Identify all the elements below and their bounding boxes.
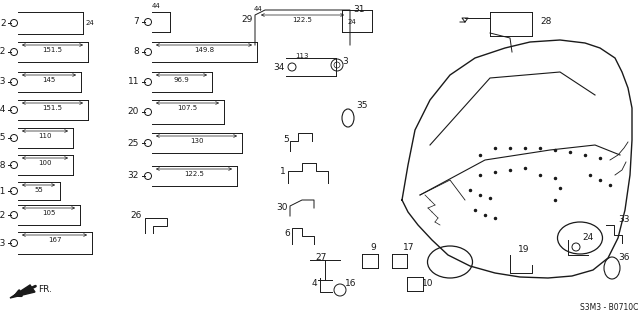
- Text: 29: 29: [242, 16, 253, 25]
- Text: 35: 35: [356, 100, 367, 109]
- Text: 107.5: 107.5: [177, 105, 198, 111]
- Text: 24: 24: [582, 233, 593, 241]
- Text: 2: 2: [1, 19, 6, 27]
- Text: 20: 20: [127, 108, 139, 116]
- Text: 33: 33: [618, 216, 630, 225]
- Text: 1: 1: [280, 167, 286, 176]
- Text: 17: 17: [403, 243, 415, 253]
- Text: 36: 36: [618, 254, 630, 263]
- Text: 130: 130: [189, 138, 204, 144]
- Text: 11: 11: [127, 78, 139, 86]
- Text: 44: 44: [152, 3, 161, 9]
- Polygon shape: [10, 285, 35, 298]
- Text: 9: 9: [370, 243, 376, 253]
- Text: 149.8: 149.8: [194, 47, 214, 53]
- Text: 5: 5: [284, 136, 289, 145]
- Text: 24: 24: [348, 19, 356, 25]
- Text: S3M3 - B0710C: S3M3 - B0710C: [580, 303, 638, 313]
- Text: 113: 113: [295, 53, 308, 59]
- Text: 44: 44: [253, 6, 262, 12]
- Text: 27: 27: [315, 254, 326, 263]
- Text: FR.: FR.: [38, 286, 52, 294]
- Text: 8: 8: [133, 48, 139, 56]
- Text: 25: 25: [127, 138, 139, 147]
- Text: 16: 16: [345, 278, 356, 287]
- Text: 4: 4: [312, 278, 317, 287]
- Text: 7: 7: [133, 18, 139, 26]
- Text: 15: 15: [0, 133, 6, 143]
- Text: 14: 14: [0, 106, 6, 115]
- Text: 55: 55: [34, 187, 43, 193]
- Text: 30: 30: [276, 204, 288, 212]
- Text: 24: 24: [86, 20, 95, 26]
- Text: 3: 3: [342, 57, 348, 66]
- Text: 105: 105: [42, 210, 55, 216]
- Text: 145: 145: [42, 77, 56, 83]
- Text: 167: 167: [48, 237, 61, 243]
- Text: 122.5: 122.5: [292, 17, 312, 23]
- Text: 12: 12: [0, 48, 6, 56]
- Text: 18: 18: [0, 160, 6, 169]
- Text: 28: 28: [540, 18, 552, 26]
- Text: 34: 34: [274, 63, 285, 72]
- Text: 122.5: 122.5: [184, 171, 204, 177]
- Text: 110: 110: [38, 133, 52, 139]
- Text: 6: 6: [284, 229, 290, 239]
- Text: 22: 22: [0, 211, 6, 219]
- Text: 100: 100: [38, 160, 52, 166]
- Text: 21: 21: [0, 187, 6, 196]
- Text: 151.5: 151.5: [42, 47, 63, 53]
- Text: 26: 26: [131, 211, 142, 219]
- Text: 96.9: 96.9: [173, 77, 189, 83]
- Text: 32: 32: [127, 172, 139, 181]
- Text: 151.5: 151.5: [42, 105, 63, 111]
- Text: 31: 31: [353, 5, 365, 14]
- Text: 10: 10: [422, 278, 433, 287]
- Text: 23: 23: [0, 239, 6, 248]
- Text: 13: 13: [0, 78, 6, 86]
- Text: 19: 19: [518, 246, 529, 255]
